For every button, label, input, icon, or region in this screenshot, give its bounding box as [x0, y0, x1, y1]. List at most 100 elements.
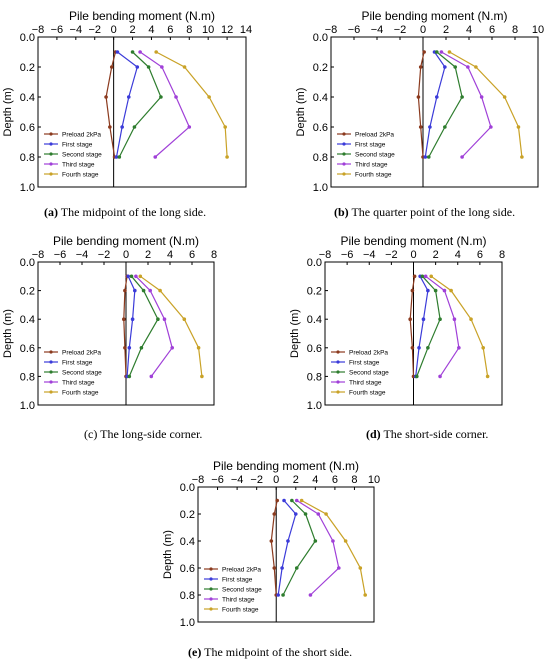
legend-marker-a-second — [49, 152, 53, 156]
legend-label-c-second: Second stage — [62, 370, 102, 377]
y-tick-label-e: 1.0 — [180, 617, 195, 629]
data-point-b-preload — [418, 125, 423, 129]
data-point-e-fourth — [343, 539, 348, 543]
x-tick-label-e: −2 — [250, 474, 263, 486]
data-point-d-fourth — [449, 288, 453, 293]
data-point-c-second — [129, 274, 134, 279]
data-point-e-third — [294, 498, 299, 503]
data-point-c-third — [149, 374, 154, 379]
data-point-b-third — [466, 65, 470, 69]
caption-a-letter: (a) — [44, 205, 58, 219]
legend-label-e-second: Second stage — [222, 587, 262, 594]
legend-marker-d-second — [336, 370, 340, 374]
x-tick-label-a: 6 — [167, 24, 173, 36]
legend-marker-e-second — [209, 587, 213, 591]
legend-marker-c-first — [49, 360, 53, 364]
data-point-e-second — [303, 512, 308, 516]
legend-label-c-third: Third stage — [62, 380, 95, 387]
x-tick-label-e: 4 — [312, 474, 318, 486]
legend-marker-a-third — [49, 162, 53, 166]
data-point-b-preload — [422, 50, 426, 54]
data-point-c-second — [139, 346, 144, 350]
legend-marker-d-fourth — [336, 390, 340, 394]
y-tick-label-a: 1.0 — [20, 182, 35, 194]
data-point-a-fourth — [182, 65, 187, 69]
legend-label-b-preload: Preload 2kPa — [355, 132, 394, 139]
caption-d: (d) The short-side corner. — [366, 427, 488, 442]
data-point-d-third — [457, 346, 461, 350]
caption-a-text: The midpoint of the long side. — [60, 205, 207, 219]
x-tick-label-c: −4 — [76, 249, 89, 261]
legend-marker-e-first — [209, 577, 213, 581]
legend-label-d-fourth: Fourth stage — [349, 390, 386, 397]
x-tick-label-b: 10 — [532, 24, 544, 36]
data-point-a-second — [146, 65, 151, 69]
x-tick-label-c: 4 — [167, 249, 173, 261]
x-axis-title-a: Pile bending moment (N.m) — [69, 9, 215, 23]
legend-label-d-preload: Preload 2kPa — [349, 350, 388, 357]
legend-label-a-third: Third stage — [62, 162, 95, 169]
legend-marker-b-preload — [342, 132, 346, 136]
data-point-c-third — [170, 346, 174, 350]
data-point-a-fourth — [223, 125, 227, 129]
data-point-c-second — [127, 374, 132, 379]
legend-marker-d-preload — [336, 350, 340, 354]
data-point-a-second — [132, 125, 137, 129]
x-axis-title-d: Pile bending moment (N.m) — [340, 234, 486, 248]
legend-label-a-fourth: Fourth stage — [62, 172, 99, 179]
series-line-e-first — [277, 500, 297, 596]
legend-label-c-fourth: Fourth stage — [62, 390, 99, 397]
legend-label-a-first: First stage — [62, 142, 93, 149]
y-axis-title-e: Depth (m) — [162, 530, 174, 579]
x-tick-label-a: 12 — [221, 24, 233, 36]
data-point-c-fourth — [200, 374, 204, 379]
data-point-d-preload — [412, 274, 417, 279]
data-point-b-fourth — [516, 125, 521, 129]
data-point-d-fourth — [429, 274, 434, 279]
y-axis-title-a: Depth (m) — [2, 88, 14, 137]
series-line-a-fourth — [155, 51, 228, 158]
x-tick-label-b: −4 — [371, 24, 384, 36]
y-tick-label-c: 0.8 — [20, 371, 35, 383]
x-tick-label-c: −8 — [32, 249, 45, 261]
caption-c-letter: (c) — [84, 427, 98, 441]
series-line-e-second — [282, 500, 316, 596]
series-line-d-third — [425, 275, 460, 377]
data-point-b-first — [423, 155, 428, 159]
x-tick-label-d: −8 — [319, 249, 332, 261]
data-point-a-third — [160, 65, 164, 69]
caption-e-text: The midpoint of the short side. — [204, 645, 353, 659]
data-point-b-fourth — [520, 155, 524, 159]
data-point-e-third — [331, 539, 335, 543]
caption-c: (c) The long-side corner. — [84, 427, 202, 442]
data-point-a-fourth — [154, 50, 158, 54]
legend-label-d-second: Second stage — [349, 370, 389, 377]
data-point-c-preload — [123, 346, 127, 350]
data-point-e-third — [308, 593, 313, 597]
data-point-c-third — [134, 274, 138, 279]
data-point-d-second — [415, 374, 419, 379]
data-point-d-second — [420, 274, 425, 279]
x-tick-label-e: −8 — [192, 474, 205, 486]
data-point-a-third — [153, 155, 158, 159]
x-tick-label-c: −6 — [54, 249, 67, 261]
x-tick-label-b: −6 — [348, 24, 361, 36]
data-point-e-first — [282, 498, 286, 503]
data-point-d-first — [426, 288, 430, 293]
data-point-b-third — [439, 50, 444, 54]
legend-marker-e-preload — [209, 567, 213, 571]
x-tick-label-c: 0 — [123, 249, 129, 261]
x-tick-label-d: 6 — [477, 249, 483, 261]
data-point-d-third — [442, 288, 447, 293]
x-tick-label-e: 2 — [293, 474, 299, 486]
x-tick-label-e: 0 — [273, 474, 279, 486]
data-point-d-fourth — [481, 346, 485, 350]
x-tick-label-e: −4 — [231, 474, 244, 486]
data-point-d-first — [417, 346, 421, 350]
data-point-d-third — [438, 374, 442, 379]
y-tick-label-b: 0.2 — [313, 62, 328, 74]
x-tick-label-b: −2 — [394, 24, 407, 36]
y-tick-label-c: 0.6 — [20, 343, 35, 355]
